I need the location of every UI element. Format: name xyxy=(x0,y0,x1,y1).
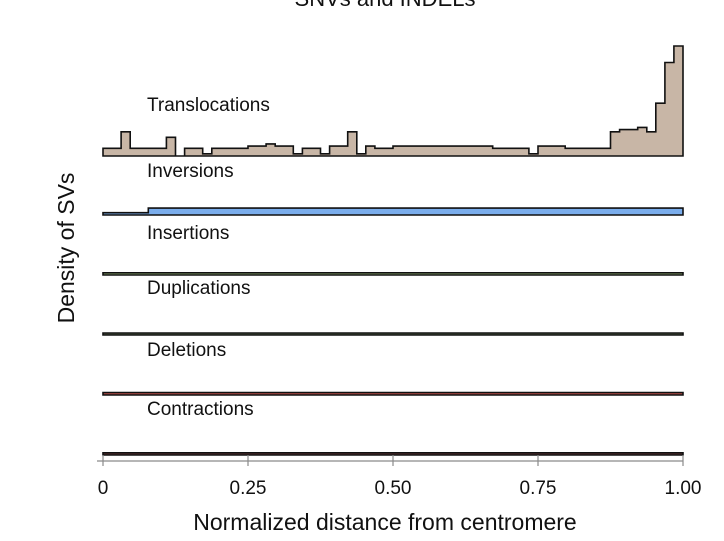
series-area-duplications xyxy=(102,332,684,336)
series-insertions: Insertions xyxy=(102,223,684,276)
series-area-translocations xyxy=(102,45,684,157)
series-area-inversions xyxy=(102,207,684,216)
series-label-deletions: Deletions xyxy=(147,340,226,361)
series-contractions: Contractions xyxy=(102,399,684,456)
x-axis-title: Normalized distance from centromere xyxy=(193,509,576,535)
series-layer: Translocations Inversions Insertions Duplic… xyxy=(102,45,684,456)
series-label-duplications: Duplications xyxy=(147,278,251,299)
x-tick-label: 0 xyxy=(98,478,109,499)
x-axis: 0 0.25 0.50 0.75 1.00 xyxy=(97,455,701,499)
x-tick-label: 0.75 xyxy=(520,478,557,499)
series-duplications: Duplications xyxy=(102,278,684,336)
x-tick-label: 0.50 xyxy=(375,478,412,499)
series-area-contractions xyxy=(102,452,684,456)
series-area-insertions xyxy=(102,272,684,276)
series-deletions: Deletions xyxy=(102,340,684,396)
x-ticks: 0 0.25 0.50 0.75 1.00 xyxy=(98,455,702,499)
y-axis-title: Density of SVs xyxy=(53,173,79,324)
series-label-inversions: Inversions xyxy=(147,161,234,182)
series-translocations: Translocations xyxy=(102,45,684,157)
x-tick-label: 1.00 xyxy=(665,478,702,499)
series-label-translocations: Translocations xyxy=(147,95,270,116)
series-inversions: Inversions xyxy=(102,161,684,216)
series-area-deletions xyxy=(102,391,684,396)
x-tick-label: 0.25 xyxy=(230,478,267,499)
series-label-insertions: Insertions xyxy=(147,223,229,244)
series-label-contractions: Contractions xyxy=(147,399,254,420)
chart-title: SNVs and INDELs xyxy=(295,0,476,11)
